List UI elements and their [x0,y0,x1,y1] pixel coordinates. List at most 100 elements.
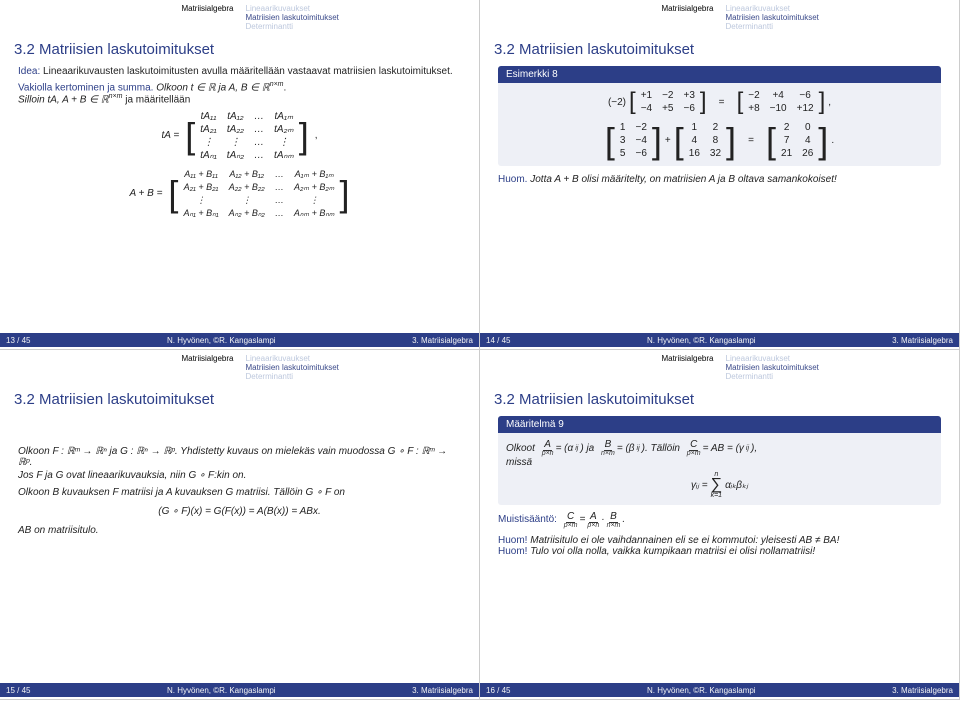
hdr-line2: Matriisien laskutoimitukset [246,363,474,372]
huom-label: Huom. [498,174,527,185]
box-title: Esimerkki 8 [498,66,941,83]
ab-matrix: [ A₁₁ + B₁₁A₁₂ + B₁₂…A₁ₘ + B₁ₘ A₂₁ + B₂₁… [168,168,349,220]
huom2-label: Huom! [498,546,527,557]
page-num: 14 / 45 [486,336,510,345]
slide-16: Matriisialgebra Lineaarikuvaukset Matrii… [480,350,960,700]
vak-tail: . [284,82,287,93]
footer: 16 / 45 N. Hyvönen, ©R. Kangaslampi 3. M… [480,683,959,697]
silloin-exp: n×m [109,93,123,100]
author: N. Hyvönen, ©R. Kangaslampi [524,686,878,695]
huom2-body: Tulo voi olla nolla, vaikka kumpikaan ma… [530,546,815,557]
example-eq1: (−2) [ +1−2+3 −4+5−6 ] = [ −2+4−6 +8−10+… [506,89,933,115]
sum-body: αᵢₖβₖⱼ [725,480,748,491]
hdr-line2: Matriisien laskutoimitukset [246,13,474,22]
footer: 13 / 45 N. Hyvönen, ©R. Kangaslampi 3. M… [0,333,479,347]
ab-eq: A + B = [ A₁₁ + B₁₁A₁₂ + B₁₂…A₁ₘ + B₁ₘ A… [18,168,461,220]
author: N. Hyvönen, ©R. Kangaslampi [44,686,398,695]
box-title: Määritelmä 9 [498,416,941,433]
header-right: Lineaarikuvaukset Matriisien laskutoimit… [720,0,960,35]
idea-text: Idea: Lineaarikuvausten laskutoimitusten… [18,66,461,77]
header-right: Lineaarikuvaukset Matriisien laskutoimit… [240,350,480,385]
course: 3. Matriisialgebra [892,336,953,345]
course: 3. Matriisialgebra [412,336,473,345]
p4: AB on matriisitulo. [18,525,461,536]
huom1: Huom! Matriisitulo ei ole vaihdannainen … [498,535,941,546]
silloin-body: Silloin tA, A + B ∈ ℝ [18,95,109,106]
slide-14: Matriisialgebra Lineaarikuvaukset Matrii… [480,0,960,350]
hdr-line3: Determinantti [726,372,954,381]
hdr-line2: Matriisien laskutoimitukset [726,13,954,22]
period: . [831,135,834,146]
page-num: 16 / 45 [486,686,510,695]
silloin-text: Silloin tA, A + B ∈ ℝn×m ja määritellään [18,93,461,105]
ta-matrix: [ tA₁₁tA₁₂…tA₁ₘ tA₂₁tA₂₂…tA₂ₘ ⋮⋮…⋮ tAₙ₁t… [185,110,309,162]
p3: Olkoon B kuvauksen F matriisi ja A kuvau… [18,487,461,498]
page-num: 15 / 45 [6,686,30,695]
footer: 14 / 45 N. Hyvönen, ©R. Kangaslampi 3. M… [480,333,959,347]
hdr-line1: Lineaarikuvaukset [726,354,954,363]
silloin-tail: ja määritellään [122,95,190,106]
author: N. Hyvönen, ©R. Kangaslampi [44,336,398,345]
header: Matriisialgebra Lineaarikuvaukset Matrii… [0,350,479,385]
eq-sign2: = [739,135,763,146]
idea-label: Idea: [18,66,40,77]
header: Matriisialgebra Lineaarikuvaukset Matrii… [0,0,479,35]
huom-body: Jotta A + B olisi määritelty, on matriis… [530,174,837,185]
header-left: Matriisialgebra [480,0,720,35]
plus-sign: + [665,135,671,146]
author: N. Hyvönen, ©R. Kangaslampi [524,336,878,345]
hdr-line3: Determinantti [246,372,474,381]
p2: Jos F ja G ovat lineaarikuvauksia, niin … [18,470,461,481]
huom-text: Huom. Jotta A + B olisi määritelty, on m… [498,174,941,185]
muistisaanto: Muistisääntö: Cp×m = Ap×n · Bn×m . [498,511,941,529]
ta-comma: , [315,130,318,141]
hdr-line1: Lineaarikuvaukset [246,354,474,363]
hdr-line3: Determinantti [246,22,474,31]
huom1-body: Matriisitulo ei ole vaihdannainen eli se… [530,535,839,546]
huom2: Huom! Tulo voi olla nolla, vaikka kumpik… [498,546,941,557]
footer: 15 / 45 N. Hyvönen, ©R. Kangaslampi 3. M… [0,683,479,697]
header: Matriisialgebra Lineaarikuvaukset Matrii… [480,0,959,35]
vakiolla-text: Vakiolla kertominen ja summa. Olkoon t ∈… [18,81,461,93]
idea-body: Lineaarikuvausten laskutoimitusten avull… [43,66,453,77]
page-num: 13 / 45 [6,336,30,345]
slide-15: Matriisialgebra Lineaarikuvaukset Matrii… [0,350,480,700]
missa: missä [506,457,933,468]
slide-13: Matriisialgebra Lineaarikuvaukset Matrii… [0,0,480,350]
hdr-line1: Lineaarikuvaukset [726,4,954,13]
header: Matriisialgebra Lineaarikuvaukset Matrii… [480,350,959,385]
header-right: Lineaarikuvaukset Matriisien laskutoimit… [240,0,480,35]
eq: (G ∘ F)(x) = G(F(x)) = A(B(x)) = ABx. [18,506,461,517]
vak-label: Vakiolla kertominen ja summa. [18,82,153,93]
gamma-lhs: γᵢⱼ = [691,480,708,491]
example-box: Esimerkki 8 (−2) [ +1−2+3 −4+5−6 ] = [ −… [498,66,941,166]
ta-eq: tA = [ tA₁₁tA₁₂…tA₁ₘ tA₂₁tA₂₂…tA₂ₘ ⋮⋮…⋮ … [18,110,461,162]
eq-sign: = [710,97,734,108]
scalar: (−2) [608,97,626,108]
p1: Olkoon F : ℝᵐ → ℝⁿ ja G : ℝⁿ → ℝᵖ. Yhdis… [18,446,461,468]
ta-lhs: tA = [161,130,179,141]
course: 3. Matriisialgebra [892,686,953,695]
muist-label: Muistisääntö: [498,514,557,525]
section-title: 3.2 Matriisien laskutoimitukset [480,35,959,66]
olkoot: Olkoot [506,443,535,454]
vak-body: Olkoon t ∈ ℝ ja A, B ∈ ℝ [156,82,269,93]
comma: , [828,97,831,108]
header-left: Matriisialgebra [0,0,240,35]
course: 3. Matriisialgebra [412,686,473,695]
gamma-eq: γᵢⱼ = n ∑ k=1 αᵢₖβₖⱼ [506,472,933,499]
section-title: 3.2 Matriisien laskutoimitukset [480,385,959,416]
example-eq2: [ 1−2 3−4 5−6 ] + [ 12 48 1632 ] = [ [506,121,933,160]
section-title: 3.2 Matriisien laskutoimitukset [0,385,479,416]
huom1-label: Huom! [498,535,527,546]
header-right: Lineaarikuvaukset Matriisien laskutoimit… [720,350,960,385]
ab-lhs: A + B = [129,188,162,199]
definition-box: Määritelmä 9 Olkoot Ap×n = (αij) ja Bn×m… [498,416,941,505]
section-title: 3.2 Matriisien laskutoimitukset [0,35,479,66]
hdr-line3: Determinantti [726,22,954,31]
vak-exp: n×m [270,81,284,88]
hdr-line1: Lineaarikuvaukset [246,4,474,13]
hdr-line2: Matriisien laskutoimitukset [726,363,954,372]
slide-grid: Matriisialgebra Lineaarikuvaukset Matrii… [0,0,960,700]
header-left: Matriisialgebra [0,350,240,385]
